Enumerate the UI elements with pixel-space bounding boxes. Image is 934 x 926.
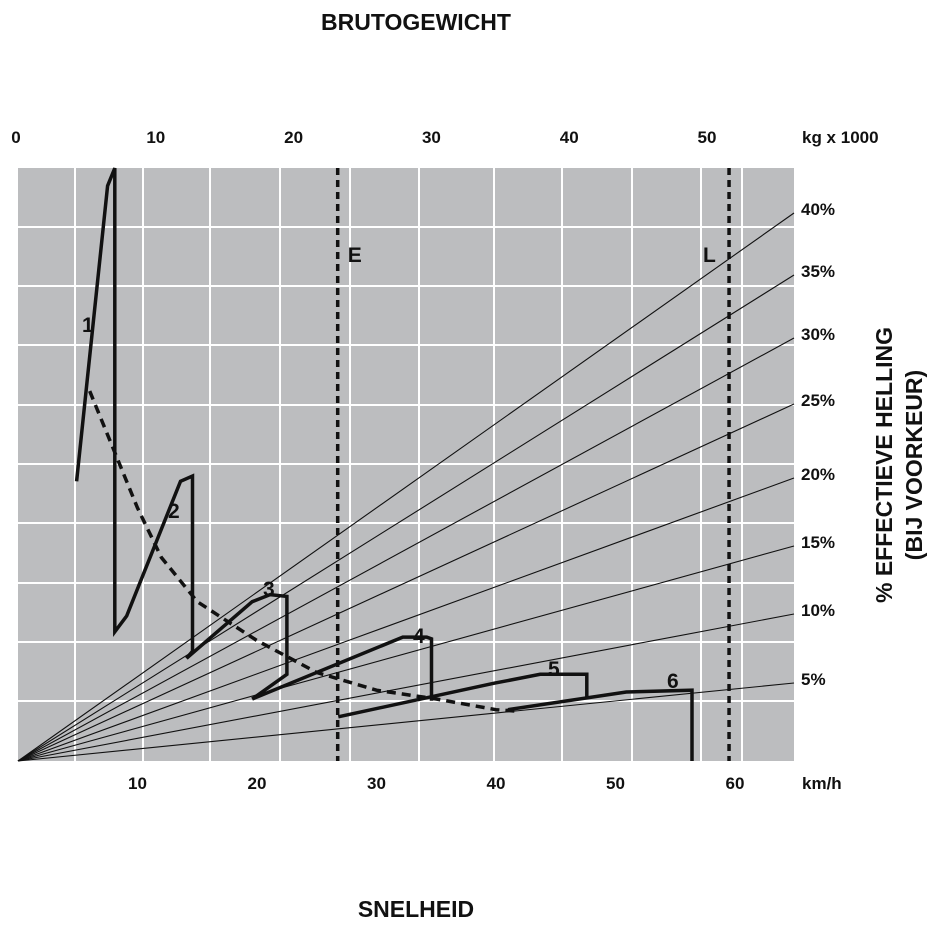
gear-line xyxy=(337,672,589,719)
x-tick-label: 60 xyxy=(726,774,745,793)
envelope-curve-group xyxy=(88,390,521,714)
x-tick-label: 40 xyxy=(487,774,506,793)
gear-lines xyxy=(74,167,694,761)
vertical-marker-label: E xyxy=(348,244,362,267)
grade-line xyxy=(17,274,795,762)
top-tick-label: 0 xyxy=(11,128,20,147)
grade-line xyxy=(17,477,795,762)
grade-label: 35% xyxy=(801,262,835,281)
grade-lines xyxy=(17,212,795,762)
chart-title: BRUTOGEWICHT xyxy=(321,9,511,35)
gear-label: 1 xyxy=(82,314,94,337)
gear-label: 6 xyxy=(667,670,679,693)
top-tick-label: 50 xyxy=(698,128,717,147)
grade-line xyxy=(17,337,795,762)
grid xyxy=(18,168,794,761)
grade-labels: 5% 10% 15% 20% 25% 30% 35% 40% xyxy=(801,200,835,689)
right-axis-subtitle: (BIJ VOORKEUR) xyxy=(901,370,927,560)
grade-line xyxy=(17,682,795,762)
grade-line xyxy=(17,613,795,762)
top-axis-unit: kg x 1000 xyxy=(802,128,879,147)
gear-line xyxy=(74,167,195,660)
top-tick-label: 20 xyxy=(284,128,303,147)
right-axis-title: % EFFECTIEVE HELLING xyxy=(871,327,897,603)
grade-label: 20% xyxy=(801,465,835,484)
gear-label: 5 xyxy=(548,658,560,681)
x-tick-labels: 10 20 30 40 50 60 xyxy=(128,774,744,793)
vertical-marker-label: L xyxy=(703,244,716,267)
top-tick-label: 30 xyxy=(422,128,441,147)
x-tick-label: 50 xyxy=(606,774,625,793)
grade-label: 40% xyxy=(801,200,835,219)
gear-label: 4 xyxy=(413,625,425,648)
top-tick-label: 40 xyxy=(560,128,579,147)
grade-label: 10% xyxy=(801,601,835,620)
gear-line xyxy=(185,592,289,701)
x-tick-label: 10 xyxy=(128,774,147,793)
x-axis-title: SNELHEID xyxy=(358,896,474,922)
grade-line xyxy=(17,545,795,762)
gear-label: 2 xyxy=(168,500,180,523)
x-axis-unit: km/h xyxy=(802,774,842,793)
gear-line xyxy=(507,688,694,761)
grade-label: 25% xyxy=(801,391,835,410)
gear-labels: 1 2 3 4 5 6 xyxy=(82,314,679,693)
gear-label: 3 xyxy=(263,578,275,601)
grade-line xyxy=(17,403,795,762)
envelope-curve xyxy=(88,390,521,714)
top-tick-label: 10 xyxy=(146,128,165,147)
gear-line xyxy=(251,635,434,701)
grade-label: 5% xyxy=(801,670,826,689)
top-tick-labels: 0 10 20 30 40 50 xyxy=(11,128,716,147)
x-tick-label: 30 xyxy=(367,774,386,793)
x-tick-label: 20 xyxy=(248,774,267,793)
grade-label: 30% xyxy=(801,325,835,344)
grade-label: 15% xyxy=(801,533,835,552)
grade-line xyxy=(17,212,795,762)
